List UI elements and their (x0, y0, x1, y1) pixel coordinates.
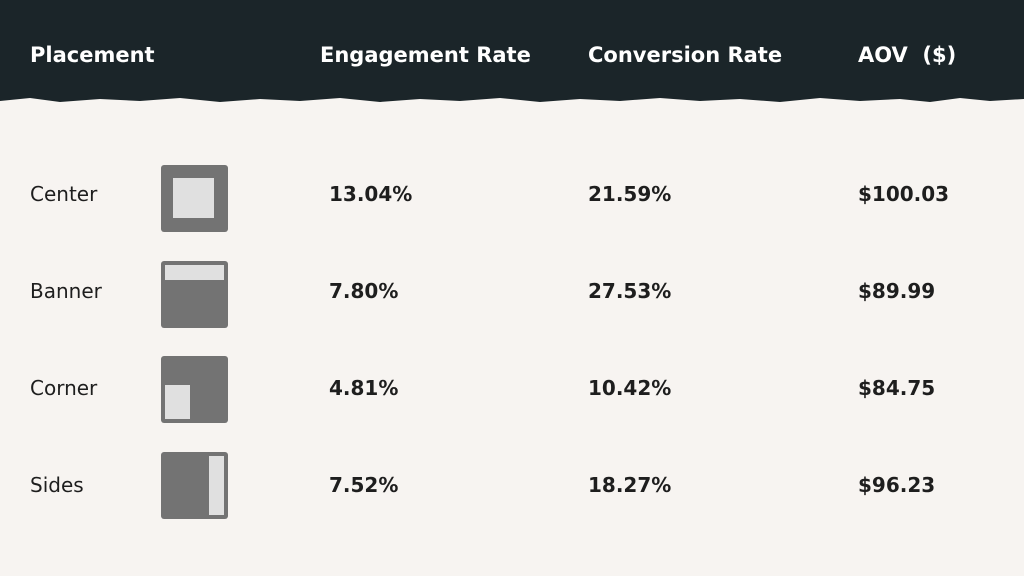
cell-value: $100.03 (858, 182, 950, 206)
placement-name: Corner (30, 376, 98, 400)
cell-value: $89.99 (858, 279, 936, 303)
corner-icon (161, 356, 228, 423)
center-icon (161, 165, 228, 232)
cell-value: 7.80% (329, 279, 399, 303)
sides-icon (161, 452, 228, 519)
column-header: AOV ($) (858, 43, 957, 67)
column-header: Conversion Rate (588, 43, 783, 67)
placement-name: Center (30, 182, 98, 206)
cell-value: $96.23 (858, 473, 936, 497)
column-header: Placement (30, 43, 155, 67)
cell-value: 10.42% (588, 376, 672, 400)
cell-value: 21.59% (588, 182, 672, 206)
banner-icon (161, 261, 228, 328)
cell-value: 18.27% (588, 473, 672, 497)
placement-name: Banner (30, 279, 102, 303)
placement-name: Sides (30, 473, 84, 497)
cell-value: 13.04% (329, 182, 413, 206)
cell-value: 7.52% (329, 473, 399, 497)
column-header: Engagement Rate (320, 43, 531, 67)
header-band (0, 0, 1024, 102)
cell-value: 27.53% (588, 279, 672, 303)
cell-value: 4.81% (329, 376, 399, 400)
cell-value: $84.75 (858, 376, 936, 400)
